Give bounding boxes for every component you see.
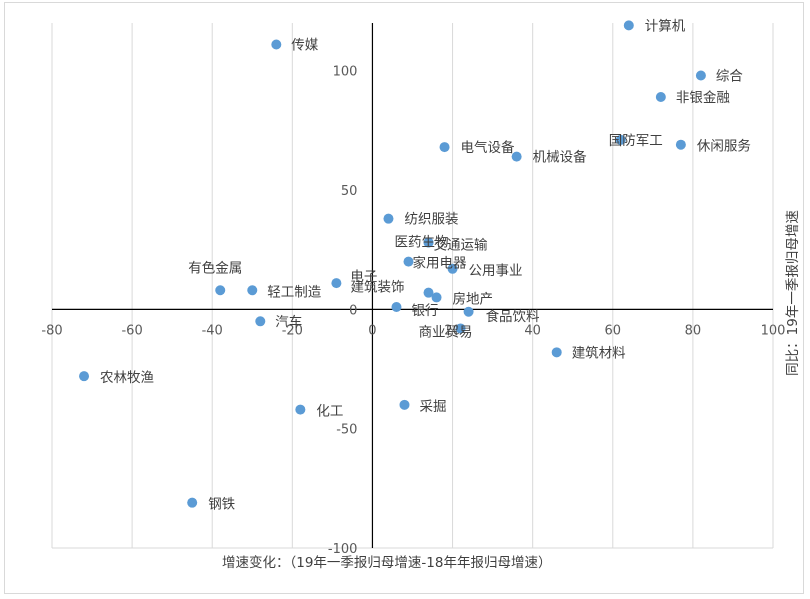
data-label: 国防军工 bbox=[609, 133, 663, 149]
data-label: 计算机 bbox=[645, 18, 686, 34]
data-label: 纺织服装 bbox=[404, 212, 458, 228]
gridlines bbox=[51, 23, 774, 549]
data-label: 公用事业 bbox=[469, 263, 523, 279]
data-label: 有色金属 bbox=[188, 259, 242, 276]
x-axis-title: 增速变化：（19年一季报归母增速-18年年报归母增速） bbox=[222, 554, 551, 571]
data-label: 综合 bbox=[716, 69, 744, 85]
data-point bbox=[247, 285, 258, 296]
data-label: 轻工制造 bbox=[267, 284, 321, 300]
data-point bbox=[79, 371, 90, 382]
data-point bbox=[215, 285, 226, 296]
data-point bbox=[439, 142, 450, 153]
data-point bbox=[423, 237, 434, 248]
data-point bbox=[655, 91, 666, 102]
data-label: 食品饮料 bbox=[486, 308, 540, 325]
data-point bbox=[187, 497, 198, 508]
x-tick-label: 40 bbox=[524, 323, 541, 338]
data-point bbox=[695, 70, 706, 81]
x-tick-label: -20 bbox=[282, 323, 303, 338]
data-label: 交通运输 bbox=[434, 237, 488, 254]
x-tick-label: -60 bbox=[121, 323, 142, 338]
x-tick-label: -40 bbox=[202, 323, 223, 338]
data-label: 电子 bbox=[350, 269, 377, 285]
y-tick-label: -50 bbox=[336, 423, 357, 438]
y-tick-label: -100 bbox=[328, 542, 358, 557]
data-point bbox=[331, 278, 342, 289]
data-label: 电气设备 bbox=[461, 139, 515, 156]
data-label: 医药生物 bbox=[395, 235, 449, 251]
x-tick-label: 100 bbox=[761, 323, 786, 338]
data-point bbox=[615, 134, 626, 145]
data-label: 采掘 bbox=[419, 399, 446, 415]
data-point bbox=[447, 263, 458, 274]
data-label: 房地产 bbox=[453, 291, 494, 307]
data-label: 机械设备 bbox=[533, 149, 587, 166]
axes bbox=[52, 23, 773, 548]
x-tick-label: 0 bbox=[368, 323, 376, 338]
data-label: 银行 bbox=[411, 303, 438, 319]
data-label: 钢铁 bbox=[208, 497, 235, 513]
data-label: 商业贸易 bbox=[419, 324, 473, 340]
y-axis-title: 同比：19年一季报归母增速 bbox=[784, 210, 801, 376]
x-tick-label: 80 bbox=[685, 323, 702, 338]
data-label: 汽车 bbox=[275, 313, 302, 330]
data-point bbox=[255, 316, 266, 327]
data-point bbox=[383, 213, 394, 224]
data-point bbox=[551, 347, 562, 358]
data-label: 非银金融 bbox=[676, 90, 730, 106]
y-tick-label: 0 bbox=[349, 303, 357, 318]
data-point bbox=[455, 323, 466, 334]
data-label: 休闲服务 bbox=[697, 139, 751, 155]
data-point bbox=[463, 306, 474, 317]
data-label: 化工 bbox=[316, 404, 343, 420]
chart-frame bbox=[4, 2, 804, 594]
data-label: 农林牧渔 bbox=[100, 370, 154, 386]
data-point bbox=[423, 287, 434, 298]
data-point bbox=[623, 20, 634, 31]
x-tick-label: 60 bbox=[605, 323, 622, 338]
data-points bbox=[79, 20, 706, 508]
x-tick-label: -80 bbox=[41, 323, 62, 338]
data-point bbox=[391, 301, 402, 312]
y-tick-label: 100 bbox=[333, 65, 358, 80]
data-point bbox=[511, 151, 522, 162]
data-label: 建筑材料 bbox=[572, 345, 626, 361]
y-tick-label: 50 bbox=[341, 184, 358, 199]
data-label: 传媒 bbox=[291, 37, 318, 53]
data-label: 建筑装饰 bbox=[351, 280, 405, 296]
data-point bbox=[295, 404, 306, 415]
data-point bbox=[403, 256, 414, 267]
data-point bbox=[399, 399, 410, 410]
data-label: 家用电器 bbox=[412, 255, 466, 272]
data-point bbox=[271, 39, 282, 50]
data-point bbox=[675, 139, 686, 150]
data-point bbox=[431, 292, 442, 303]
